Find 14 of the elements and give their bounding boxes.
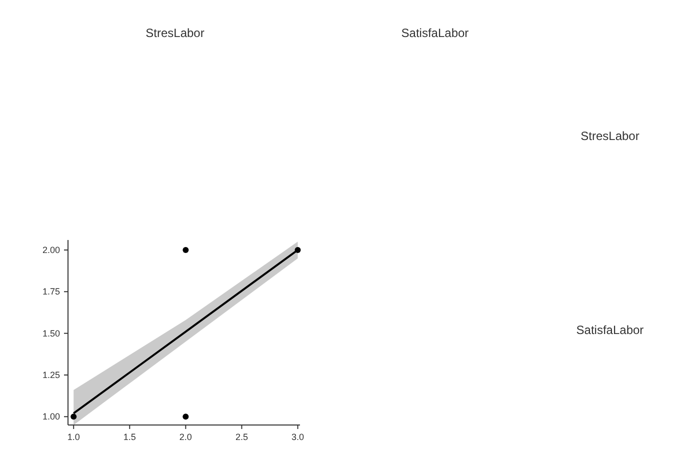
text: StresLabor [146,26,204,40]
text: StresLabor [580,129,640,143]
x-tick-label: 2.5 [235,432,248,442]
y-tick-label: 1.75 [42,286,60,297]
x-tick-label: 1.0 [67,432,80,442]
x-tick-label: 3.0 [292,432,304,442]
x-tick-label: 2.0 [179,432,192,442]
text: SatisfaLabor [401,26,469,40]
y-tick-label: 2.00 [42,245,60,255]
x-tick-label: 1.5 [123,432,136,442]
y-tick-label: 1.50 [42,328,60,338]
y-tick-label: 1.25 [42,370,60,380]
text: SatisfaLabor [576,323,644,337]
y-tick-label: 1.00 [42,412,60,422]
